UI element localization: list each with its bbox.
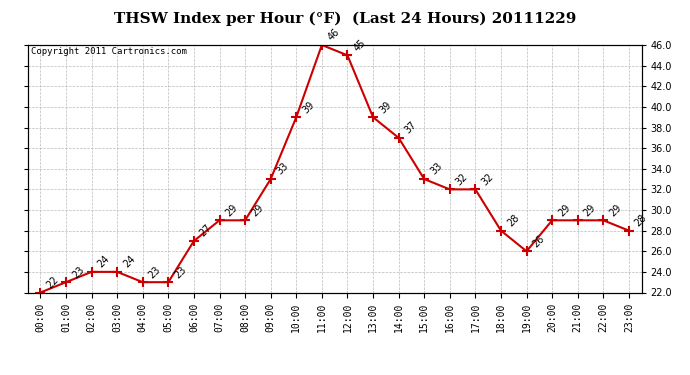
Text: 39: 39 xyxy=(300,99,316,115)
Text: 23: 23 xyxy=(172,264,188,280)
Text: 24: 24 xyxy=(96,254,112,270)
Text: 33: 33 xyxy=(428,161,444,177)
Text: 27: 27 xyxy=(198,223,214,239)
Text: 29: 29 xyxy=(556,202,572,218)
Text: 32: 32 xyxy=(480,171,495,187)
Text: Copyright 2011 Cartronics.com: Copyright 2011 Cartronics.com xyxy=(30,48,186,57)
Text: THSW Index per Hour (°F)  (Last 24 Hours) 20111229: THSW Index per Hour (°F) (Last 24 Hours)… xyxy=(114,11,576,26)
Text: 29: 29 xyxy=(582,202,598,218)
Text: 29: 29 xyxy=(224,202,239,218)
Text: 23: 23 xyxy=(70,264,86,280)
Text: 46: 46 xyxy=(326,27,342,43)
Text: 22: 22 xyxy=(45,274,61,290)
Text: 39: 39 xyxy=(377,99,393,115)
Text: 26: 26 xyxy=(531,233,546,249)
Text: 28: 28 xyxy=(633,213,649,228)
Text: 45: 45 xyxy=(352,38,368,53)
Text: 23: 23 xyxy=(147,264,163,280)
Text: 37: 37 xyxy=(403,120,419,136)
Text: 24: 24 xyxy=(121,254,137,270)
Text: 32: 32 xyxy=(454,171,470,187)
Text: 28: 28 xyxy=(505,213,521,228)
Text: 33: 33 xyxy=(275,161,290,177)
Text: 29: 29 xyxy=(249,202,265,218)
Text: 29: 29 xyxy=(607,202,623,218)
